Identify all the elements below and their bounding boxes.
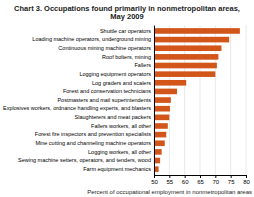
y-tick-label: Roof bolters, mining <box>102 54 151 60</box>
y-tick-label: Logging workers, all other <box>88 149 151 155</box>
bar <box>154 106 170 112</box>
y-tick-label: Mine cutting and channeling machine oper… <box>35 140 151 146</box>
y-tick: Continuous mining machine operators <box>58 45 151 51</box>
y-tick-label: Postmasters and mail superintendents <box>57 97 151 103</box>
y-axis: Farm equipment mechanics Sewing machine s… <box>3 26 154 176</box>
bar <box>154 89 177 95</box>
x-tick-label: 80 <box>243 179 250 185</box>
y-tick: Farm equipment mechanics <box>83 166 151 172</box>
x-tick-label: 55 <box>166 179 173 185</box>
bar <box>154 63 217 69</box>
bar <box>154 80 186 86</box>
x-tick-mark <box>246 175 247 178</box>
y-tick-label: Slaughterers and meat packers <box>75 114 152 120</box>
plot: 50 55 60 65 70 75 80 Farm equipment mechanics Se… <box>3 25 250 185</box>
y-tick-label: Shuttle car operators <box>100 28 151 34</box>
y-tick-label: Explosives workers, ordnance handling ex… <box>3 105 151 111</box>
x-tick: 80 <box>243 175 250 185</box>
bar <box>154 37 229 43</box>
y-tick: Forest fire inspectors and prevention sp… <box>35 131 151 137</box>
y-tick-label: Log graders and scalers <box>92 80 151 86</box>
y-tick: Explosives workers, ordnance handling ex… <box>3 105 151 111</box>
x-tick-label: 60 <box>182 179 189 185</box>
x-tick: 65 <box>197 175 204 185</box>
y-tick-label: Farm equipment mechanics <box>83 166 151 172</box>
x-tick: 55 <box>166 175 173 185</box>
x-tick-label: 70 <box>212 179 219 185</box>
y-axis-line <box>154 26 155 176</box>
y-tick: Shuttle car operators <box>100 28 151 34</box>
y-tick-label: Continuous mining machine operators <box>58 45 151 51</box>
x-axis-line <box>155 176 247 179</box>
y-tick: Loading machine operators, underground m… <box>32 36 151 42</box>
bar <box>154 123 168 129</box>
bar <box>154 132 166 138</box>
x-tick-label: 65 <box>197 179 204 185</box>
title-line: May 2009 <box>110 12 143 21</box>
bar <box>154 149 162 155</box>
y-tick: Logging equipment operators <box>79 71 151 77</box>
x-tick-mark <box>231 175 232 178</box>
bar <box>154 140 165 146</box>
y-tick-label: Fallers <box>134 62 151 68</box>
bar <box>154 97 171 103</box>
x-tick: 75 <box>228 175 235 185</box>
grid <box>154 25 246 175</box>
x-tick-mark <box>169 175 170 178</box>
bar <box>154 45 221 51</box>
y-tick: Mine cutting and channeling machine oper… <box>35 140 151 146</box>
bar <box>154 54 218 60</box>
x-tick-mark <box>200 175 201 178</box>
x-tick: 60 <box>182 175 189 185</box>
y-tick: Slaughterers and meat packers <box>75 114 152 120</box>
chart-container: Chart 3. Occupations found primarily in … <box>0 0 254 197</box>
title: Chart 3. Occupations found primarily in … <box>14 4 240 22</box>
y-tick-label: Sewing machine setters, operators, and t… <box>18 157 151 163</box>
y-tick: Fallers <box>134 62 151 68</box>
y-tick: Forest and conservation technicians <box>63 88 151 94</box>
grid-line <box>246 25 247 175</box>
y-tick-label: Forest fire inspectors and prevention sp… <box>35 131 151 137</box>
y-tick-label: Fallers workers, all other <box>91 123 151 129</box>
x-tick-mark <box>185 175 186 178</box>
x-axis: 50 55 60 65 70 75 80 <box>151 175 250 185</box>
y-tick: Logging workers, all other <box>88 149 151 155</box>
y-tick: Roof bolters, mining <box>102 54 151 60</box>
bar <box>154 28 240 34</box>
grid-line <box>230 25 231 175</box>
x-tick: 70 <box>212 175 219 185</box>
y-tick: Sewing machine setters, operators, and t… <box>18 157 151 163</box>
y-tick-label: Forest and conservation technicians <box>63 88 151 94</box>
chart-svg: Chart 3. Occupations found primarily in … <box>0 0 254 197</box>
bars <box>154 28 240 172</box>
x-tick-label: 75 <box>228 179 235 185</box>
x-axis-label: Percent of occupational employment in no… <box>87 189 252 195</box>
y-tick: Log graders and scalers <box>92 80 151 86</box>
x-tick-mark <box>215 175 216 178</box>
bar <box>154 71 215 77</box>
bar <box>154 115 169 121</box>
y-tick: Fallers workers, all other <box>91 123 151 129</box>
x-tick: 50 <box>151 175 158 185</box>
x-tick-label: 50 <box>151 179 158 185</box>
y-tick-label: Loading machine operators, underground m… <box>32 36 151 42</box>
y-tick: Postmasters and mail superintendents <box>57 97 151 103</box>
grid-line <box>154 25 155 175</box>
y-tick-label: Logging equipment operators <box>79 71 151 77</box>
